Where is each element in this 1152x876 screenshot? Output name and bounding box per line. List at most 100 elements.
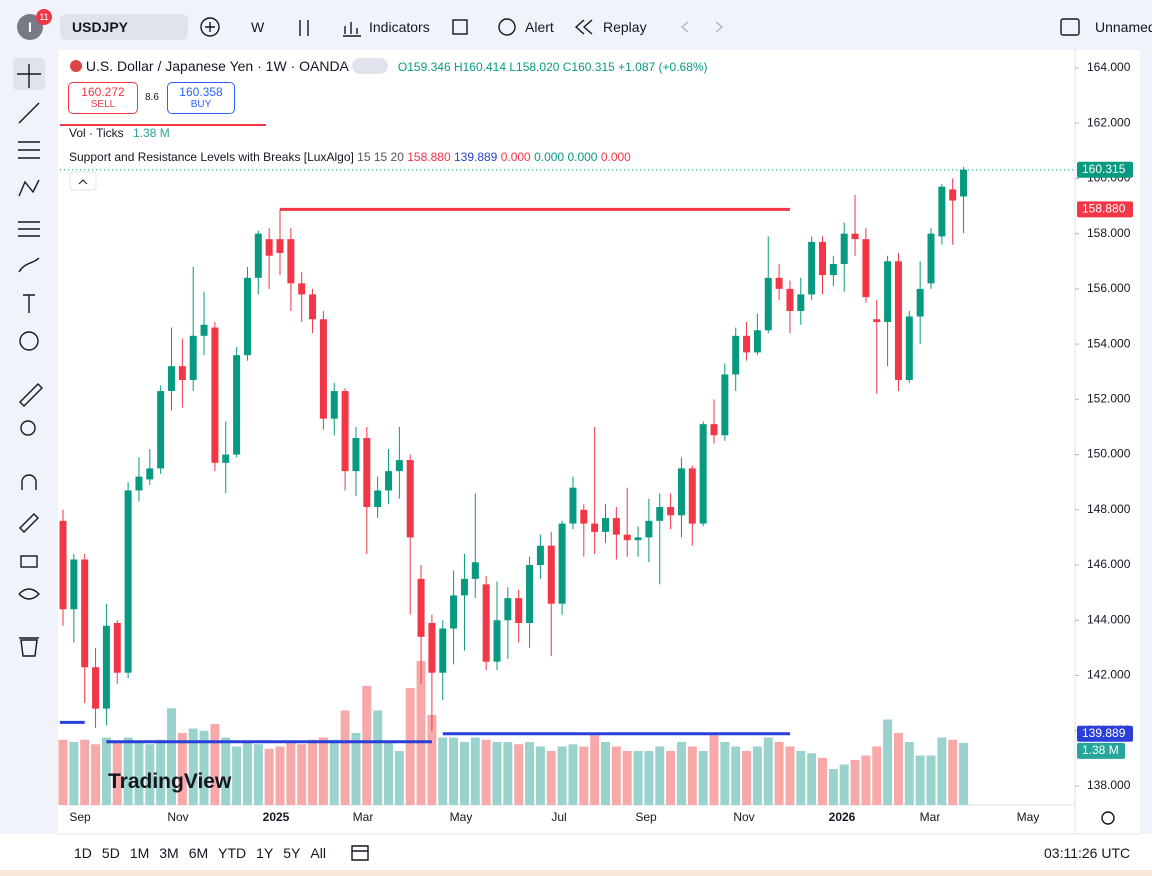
ohlc-low: L158.020 [509, 60, 560, 74]
volume-bar [112, 742, 122, 805]
indicator-name: Support and Resistance Levels with Break… [69, 150, 354, 164]
badge: 11 [39, 12, 49, 22]
replay-button[interactable]: Replay [603, 19, 647, 35]
candle-body [406, 460, 414, 538]
alert-icon[interactable] [498, 18, 516, 36]
candle-body [808, 241, 816, 295]
candle-body [200, 324, 208, 336]
volume-bar [69, 742, 79, 805]
volume-bar [427, 715, 437, 805]
volume-bar [221, 737, 231, 805]
x-tick-label: Mar [353, 810, 374, 824]
watermark-text: TradingView [108, 770, 232, 793]
settings-icon[interactable] [1101, 811, 1115, 825]
forecast-icon[interactable] [18, 221, 40, 237]
range-button[interactable]: YTD [218, 845, 247, 861]
candle-body [298, 283, 306, 295]
volume-bar [286, 742, 296, 805]
interval[interactable]: W [251, 19, 265, 35]
volume-bar [481, 739, 491, 805]
candle-body [612, 518, 620, 535]
candle-type-icon[interactable] [299, 20, 309, 36]
layout-icon[interactable] [1060, 18, 1080, 36]
indicators-button[interactable]: Indicators [369, 19, 430, 35]
volume-bar [308, 739, 318, 805]
volume-bar [373, 710, 383, 805]
redo-icon[interactable] [715, 21, 724, 33]
candle-body [927, 233, 935, 284]
range-button[interactable]: 5Y [283, 845, 301, 861]
volume-bar [644, 751, 654, 805]
magnet-icon[interactable] [21, 474, 37, 490]
range-button[interactable]: 1D [74, 845, 92, 861]
x-tick-label: Sep [635, 810, 657, 824]
eye-icon[interactable] [18, 588, 40, 600]
candle-body [450, 595, 458, 629]
range-button[interactable]: 6M [188, 845, 209, 861]
alert-button[interactable]: Alert [525, 19, 554, 35]
emoji-icon[interactable] [19, 331, 39, 351]
lock-icon[interactable] [20, 555, 38, 568]
volume-bar [546, 751, 556, 805]
volume-bar [568, 744, 578, 805]
trash-icon[interactable] [19, 637, 39, 657]
range-button[interactable]: 3M [159, 845, 179, 861]
toggle-button[interactable] [69, 171, 97, 191]
sell-price: 160.272 [81, 85, 125, 99]
compare-icon[interactable] [200, 17, 220, 37]
y-tick-label: 146.000 [1087, 557, 1131, 571]
range-button[interactable]: 1M [129, 845, 150, 861]
volume-bar [796, 751, 806, 805]
range-button[interactable]: 1Y [256, 845, 274, 861]
x-tick-label: Mar [920, 810, 941, 824]
layout-name[interactable]: Unnamed [1095, 19, 1152, 35]
templates-icon[interactable] [452, 19, 468, 35]
indicators-icon[interactable] [343, 22, 361, 37]
volume-bar [91, 744, 101, 805]
symbol-box[interactable] [60, 14, 188, 40]
candle-body [460, 578, 468, 596]
avatar-circle[interactable] [17, 14, 43, 40]
pattern-icon[interactable] [18, 179, 40, 197]
volume-bar [438, 737, 448, 805]
zoom-icon[interactable] [20, 420, 36, 436]
collapse-button[interactable] [69, 171, 97, 191]
sell-button[interactable]: 160.272 SELL [68, 82, 138, 114]
date-range-icon[interactable] [351, 845, 369, 861]
candle-body [113, 623, 121, 673]
candle-body [526, 565, 534, 624]
y-tick-label: 158.000 [1087, 226, 1131, 240]
volume-bar [253, 744, 263, 805]
ruler-icon[interactable] [19, 383, 43, 407]
avatar[interactable]: I [28, 19, 32, 35]
volume-bar [405, 688, 415, 805]
buy-button[interactable]: 160.358 BUY [167, 82, 235, 114]
undo-icon[interactable] [680, 21, 689, 33]
indicator-underline [60, 124, 266, 126]
lock-draw-icon[interactable] [19, 513, 39, 533]
replay-icon[interactable] [574, 19, 593, 35]
volume-bar [590, 735, 600, 805]
range-button[interactable]: 5D [101, 845, 120, 861]
candle-body [417, 578, 425, 637]
trendline-icon[interactable] [18, 102, 40, 124]
volume-bar [601, 742, 610, 805]
fib-icon[interactable] [18, 141, 40, 159]
volume-bar [362, 685, 372, 805]
crosshair-icon[interactable] [17, 64, 41, 88]
symbol[interactable]: USDJPY [72, 19, 129, 35]
volume-bar [188, 728, 198, 805]
candle-body [721, 374, 729, 436]
compare-plus[interactable] [205, 22, 215, 32]
candle-body [189, 335, 197, 381]
candle-body [547, 545, 555, 604]
range-button[interactable]: All [310, 845, 326, 861]
volume-bar [210, 724, 220, 805]
candle-body [602, 518, 609, 532]
volume-bar [666, 751, 676, 805]
brush-icon[interactable] [18, 257, 40, 273]
candle-body [786, 288, 794, 311]
candle-body [341, 391, 349, 472]
text-icon[interactable] [23, 294, 35, 313]
